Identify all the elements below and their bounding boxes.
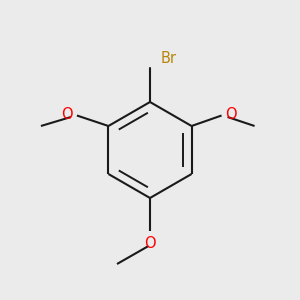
Text: Br: Br [160,51,176,66]
Text: O: O [61,107,73,122]
Text: O: O [225,107,237,122]
Text: O: O [144,236,156,250]
